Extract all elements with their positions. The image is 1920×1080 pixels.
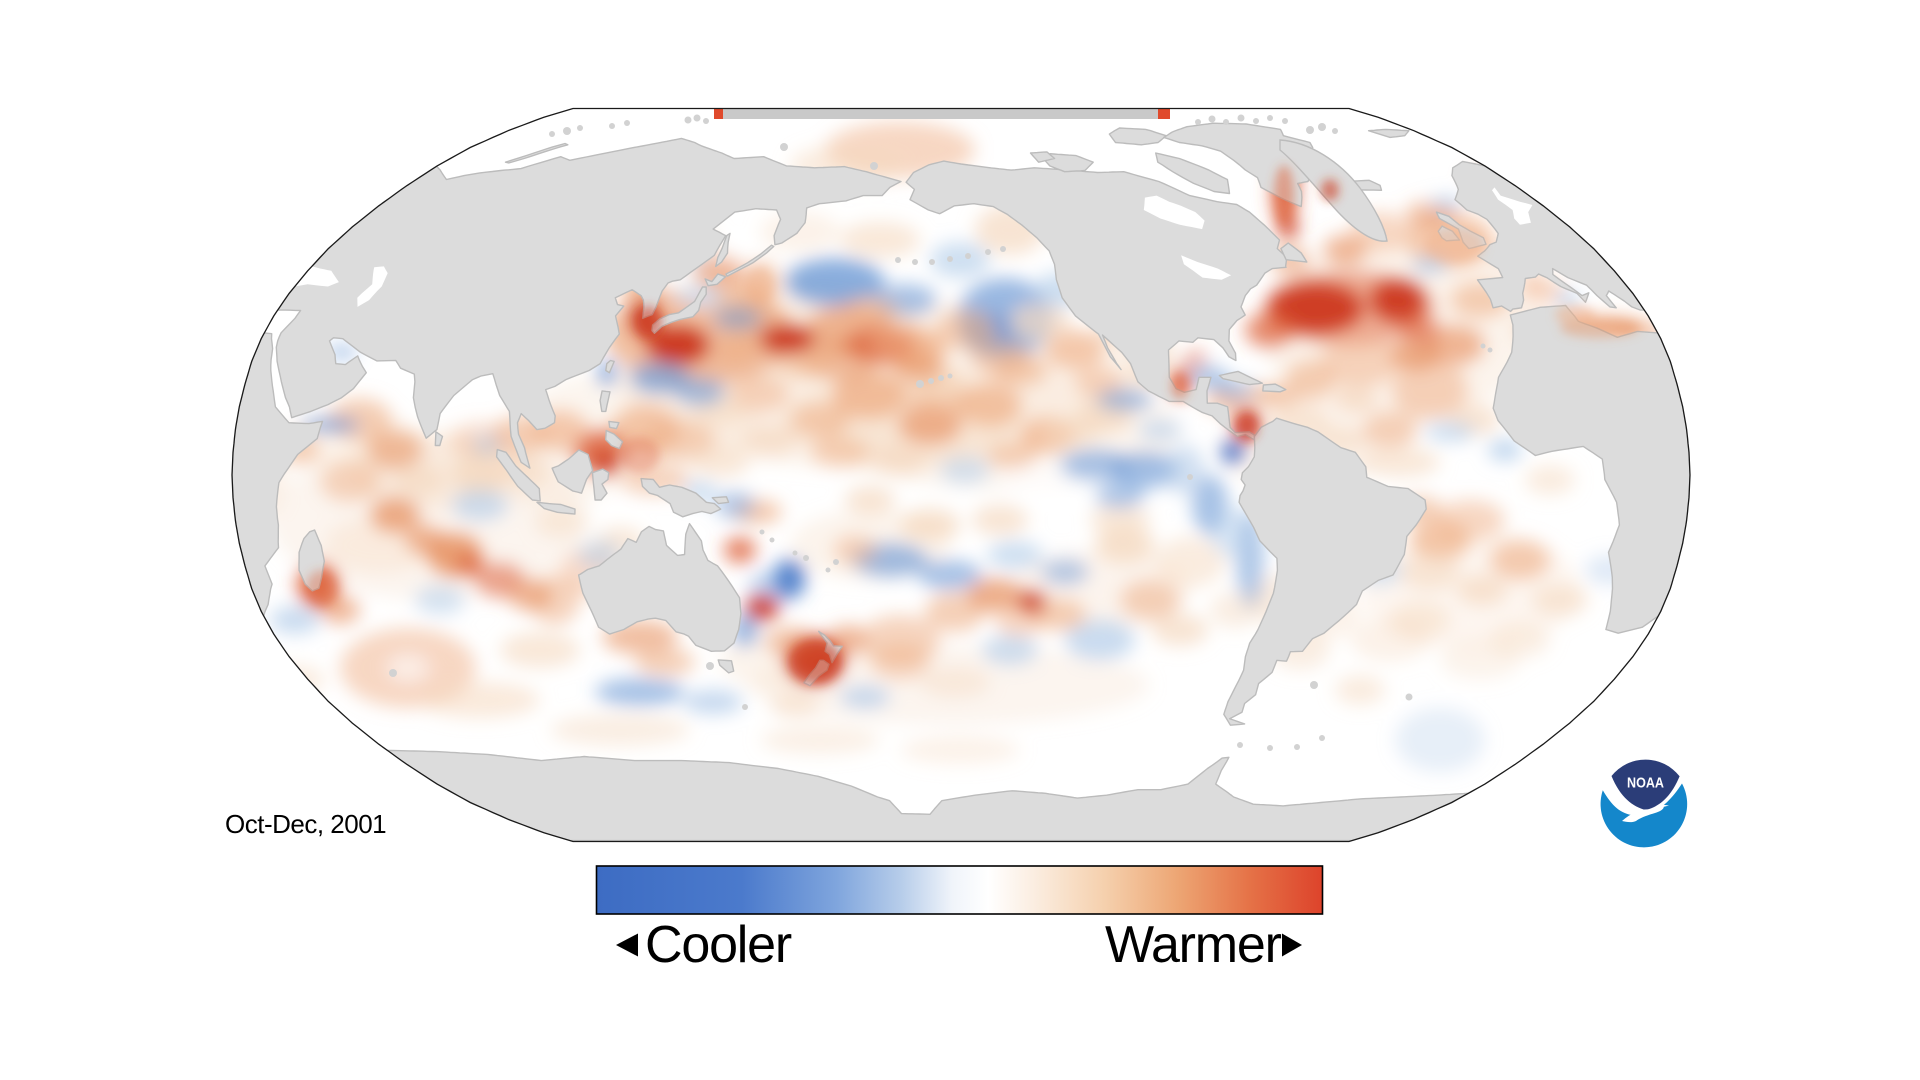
svg-text:NOAA: NOAA — [1627, 775, 1664, 792]
svg-text:Warmer: Warmer — [1105, 916, 1282, 974]
svg-text:Cooler: Cooler — [645, 916, 792, 974]
svg-text:Oct-Dec, 2001: Oct-Dec, 2001 — [225, 809, 386, 839]
